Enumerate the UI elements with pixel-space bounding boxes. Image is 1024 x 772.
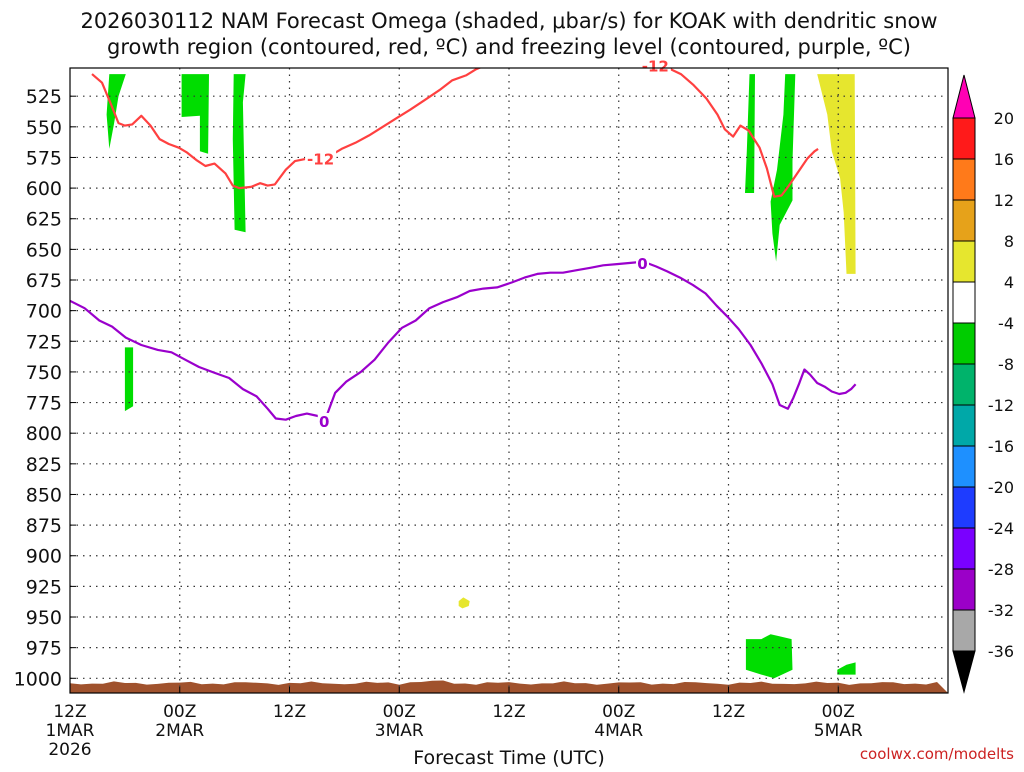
colorbar-swatch xyxy=(952,527,976,570)
y-tick-label: 825 xyxy=(26,454,62,476)
colorbar-swatch xyxy=(952,240,976,283)
x-tick-label: 00Z xyxy=(822,702,855,722)
colorbar-swatch xyxy=(952,609,976,652)
grid-layer xyxy=(70,68,948,693)
contour-label-bg xyxy=(317,412,331,429)
colorbar-label: -4 xyxy=(998,314,1014,333)
y-tick-label: 700 xyxy=(26,301,62,323)
colorbar-label: -32 xyxy=(988,601,1014,620)
colorbar-swatch xyxy=(952,404,976,447)
omega-region-9 xyxy=(837,662,856,675)
y-tick-label: 975 xyxy=(26,638,62,660)
contour-label-bg xyxy=(639,57,671,74)
x-tick-label: 5MAR xyxy=(814,721,863,741)
axes-layer: 525 550 575 600 625 650 675 700 725 750 775 800 825 8… xyxy=(14,67,949,760)
colorbar-label: -12 xyxy=(988,396,1014,415)
colorbar-bottom-arrow xyxy=(952,650,976,694)
contour-label: -12 xyxy=(307,151,334,169)
contour-label: -12 xyxy=(642,58,669,76)
y-tick-label: 950 xyxy=(26,607,62,629)
x-tick-label: 12Z xyxy=(712,702,745,722)
y-tick-label: 800 xyxy=(26,423,62,445)
x-tick-label: 12Z xyxy=(53,702,86,722)
contour-line-0 xyxy=(91,68,819,198)
y-tick-label: 575 xyxy=(26,147,62,169)
y-tick-label: 1000 xyxy=(14,668,62,690)
colorbar-swatch xyxy=(952,363,976,406)
colorbar-label: -8 xyxy=(998,355,1014,374)
omega-region-3 xyxy=(124,347,134,412)
omega-region-6 xyxy=(817,74,856,274)
x-tick-label: 1MAR xyxy=(46,721,95,741)
omega-region-1 xyxy=(181,74,209,154)
y-tick-label: 925 xyxy=(26,576,62,598)
x-tick-label: 12Z xyxy=(492,702,525,722)
x-tick-label: 00Z xyxy=(163,702,196,722)
x-tick-label: 12Z xyxy=(273,702,306,722)
omega-region-2 xyxy=(232,74,246,233)
y-tick-label: 900 xyxy=(26,546,62,568)
y-tick-label: 675 xyxy=(26,270,62,292)
contour-label-bg xyxy=(636,254,650,271)
omega-region-7 xyxy=(458,597,470,609)
plot-frame xyxy=(69,67,949,694)
omega-region-5 xyxy=(770,74,796,262)
contour-layer xyxy=(70,68,857,422)
y-tick-label: 725 xyxy=(26,331,62,353)
chart-title-line-2: growth region (contoured, red, ºC) and f… xyxy=(107,35,911,59)
x-tick-label: 4MAR xyxy=(594,721,643,741)
y-tick-label: 750 xyxy=(26,362,62,384)
omega-shading-layer xyxy=(106,74,856,679)
contour-label: 0 xyxy=(637,255,647,273)
colorbar-swatch xyxy=(952,158,976,201)
y-tick-label: 850 xyxy=(26,484,62,506)
colorbar-swatch xyxy=(952,568,976,611)
colorbar-label: 4 xyxy=(1004,273,1014,292)
colorbar-label: -36 xyxy=(988,642,1014,661)
colorbar-label: 16 xyxy=(994,150,1014,169)
x-tick-label: 00Z xyxy=(383,702,416,722)
y-tick-label: 650 xyxy=(26,239,62,261)
colorbar-swatch xyxy=(952,322,976,365)
colorbar-top-arrow xyxy=(952,74,976,119)
x-axis-label: Forecast Time (UTC) xyxy=(413,747,604,768)
colorbar-label: -24 xyxy=(988,519,1014,538)
x-tick-label: 3MAR xyxy=(375,721,424,741)
colorbar-swatch xyxy=(952,486,976,529)
colorbar-label: 8 xyxy=(1004,232,1014,251)
y-tick-label: 550 xyxy=(26,117,62,139)
contour-label-bg xyxy=(305,150,337,167)
y-tick-label: 600 xyxy=(26,178,62,200)
colorbar-swatch xyxy=(952,445,976,488)
colorbar-label: -20 xyxy=(988,478,1014,497)
contour-label: 0 xyxy=(319,413,329,431)
y-tick-label: 625 xyxy=(26,209,62,231)
colorbar-label: -28 xyxy=(988,560,1014,579)
colorbar-swatch xyxy=(952,281,976,324)
contour-line-2 xyxy=(70,260,857,422)
y-tick-label: 775 xyxy=(26,393,62,415)
x-tick-label: 2026 xyxy=(48,740,91,760)
omega-region-8 xyxy=(745,634,793,679)
x-tick-label: 2MAR xyxy=(155,721,204,741)
colorbar: 20 16 12 8 4 -4 -8 -12 -16 -20 -24 -28 -32 -36 xyxy=(952,74,1014,694)
colorbar-label: 12 xyxy=(994,191,1014,210)
chart-title-line-1: 2026030112 NAM Forecast Omega (shaded, μ… xyxy=(80,9,937,33)
y-tick-label: 525 xyxy=(26,86,62,108)
x-tick-label: 00Z xyxy=(602,702,635,722)
colorbar-swatch xyxy=(952,199,976,242)
omega-region-0 xyxy=(106,74,126,149)
contour-label-layer: -12 -12 0 0 xyxy=(305,57,671,431)
colorbar-label: -16 xyxy=(988,437,1014,456)
colorbar-swatch xyxy=(952,117,976,160)
colorbar-label: 20 xyxy=(994,109,1014,128)
y-tick-label: 875 xyxy=(26,515,62,537)
credit-text: coolwx.com/modelts xyxy=(860,745,1014,763)
